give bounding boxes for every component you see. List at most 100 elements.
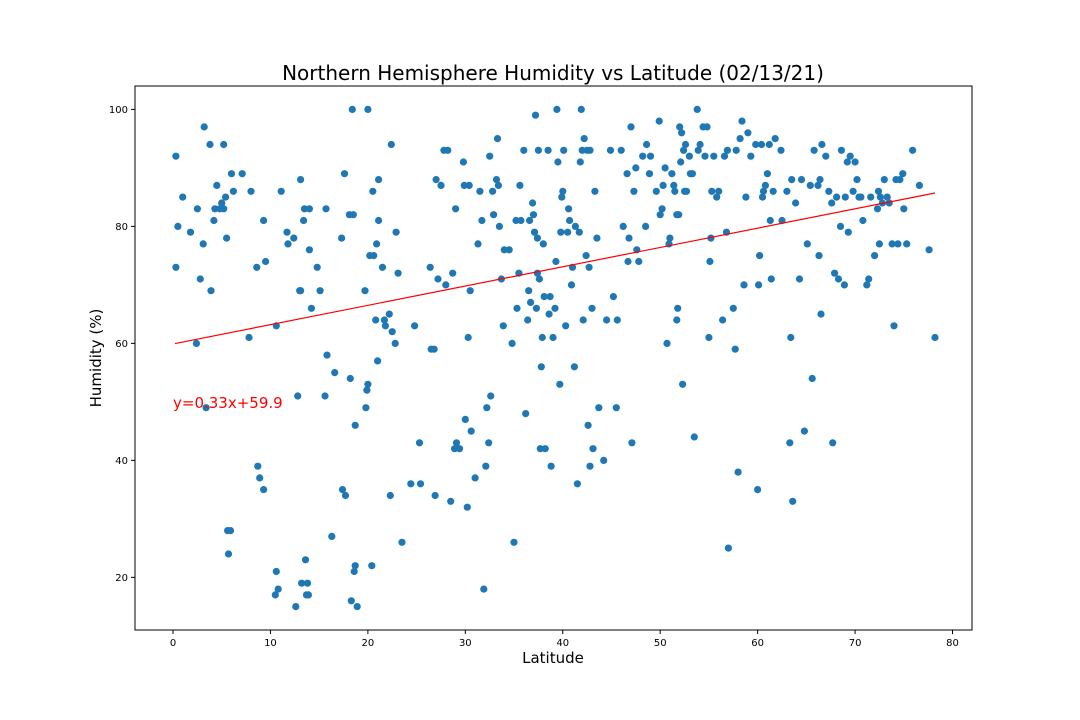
data-point [617,146,625,154]
data-point [455,445,464,453]
data-point [771,135,779,143]
data-point [368,562,376,570]
data-point [340,170,349,178]
data-point [375,176,383,184]
data-point [679,380,687,388]
data-point [391,339,399,347]
data-point [539,240,547,248]
data-point [256,474,264,482]
x-tick-label: 10 [264,638,277,649]
data-point [871,252,879,260]
data-point [765,140,773,149]
x-tick-label: 0 [170,638,176,649]
data-point [386,491,394,500]
regression-layer: y=0.33x+59.9 [173,192,936,412]
data-point [840,281,849,289]
data-point [554,158,562,166]
data-point [865,275,873,283]
data-point [353,603,361,611]
data-point [540,293,548,301]
data-point [880,176,888,184]
data-point [196,275,204,283]
data-point [513,304,521,312]
data-point [430,345,438,353]
data-point [831,269,839,277]
data-point [600,456,608,464]
x-tick-label: 50 [654,638,667,649]
data-point [532,304,541,312]
data-point [817,310,825,318]
data-point [499,322,507,330]
data-point [316,287,324,295]
data-point [459,158,467,166]
data-point [896,176,904,184]
data-point [888,240,896,248]
data-point [836,222,845,230]
data-point [192,339,200,347]
data-point [757,140,766,149]
data-point [547,462,555,470]
data-point [272,567,280,576]
data-point [321,392,329,400]
plot-area [135,86,972,630]
data-point [818,140,826,149]
data-point [364,380,372,388]
data-point [853,176,861,184]
data-point [646,152,655,160]
x-tick-label: 70 [849,638,862,649]
data-point [307,304,315,312]
data-point [909,146,917,154]
data-point [431,491,439,500]
data-point [612,404,620,412]
data-point [720,152,729,160]
data-point [210,216,218,225]
data-point [655,117,663,125]
data-point [747,152,755,160]
data-point [623,170,631,178]
data-point [464,333,472,342]
data-point [494,181,502,189]
data-point [899,170,907,178]
data-point [537,363,545,371]
data-point [890,322,898,330]
data-point [645,170,654,178]
data-point [582,252,590,260]
data-point [186,228,195,236]
data-point [584,421,592,429]
data-point [874,187,883,195]
data-point [752,140,760,149]
data-point [341,491,350,500]
data-point [740,281,748,289]
data-point [284,240,292,248]
data-point [613,316,621,324]
data-point [434,275,442,283]
data-point [394,269,402,277]
data-point [483,404,491,412]
data-point [206,140,214,149]
data-point [786,439,794,447]
data-point [789,497,797,505]
data-point [573,480,582,488]
data-point [642,222,650,230]
data-point [331,369,339,377]
data-point [466,287,474,295]
data-point [903,240,911,248]
data-point [567,281,576,289]
data-point [480,585,488,593]
data-point [380,316,388,324]
y-tick-label: 40 [115,456,128,467]
data-point [510,538,518,546]
data-point [591,187,599,195]
data-point [253,263,261,271]
data-point [508,339,516,347]
data-point [467,427,475,435]
data-point [876,193,885,201]
data-point [677,158,685,166]
data-point [349,211,357,219]
data-point [238,170,246,178]
data-point [822,152,830,160]
data-point [516,181,524,189]
data-point [486,152,494,160]
data-point [527,298,535,306]
